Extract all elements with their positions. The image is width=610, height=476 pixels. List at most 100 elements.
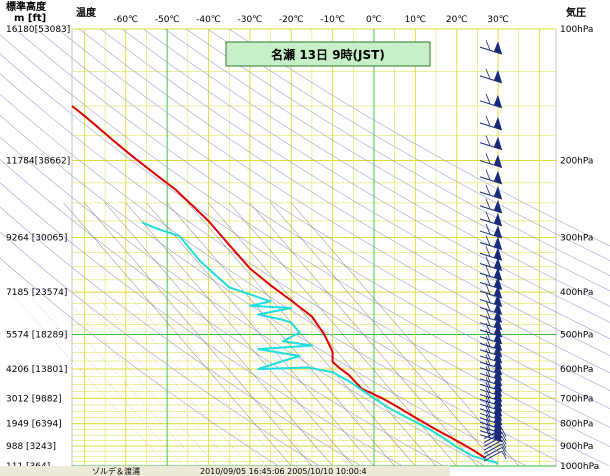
barb-shaft <box>479 230 503 239</box>
barb-flag <box>485 135 491 146</box>
barb-pennant <box>494 247 502 261</box>
barb-flag <box>485 68 491 79</box>
barb-pennant <box>494 116 502 130</box>
barb-pennant <box>494 212 502 226</box>
barb-flag <box>501 428 507 437</box>
series-layer <box>71 105 499 465</box>
mixing-ratio-line <box>75 291 234 467</box>
barb-flag <box>485 371 491 383</box>
barb-flag <box>485 382 491 393</box>
barb-flag <box>485 419 491 430</box>
dry-adiabat <box>36 28 610 391</box>
dry-adiabat <box>207 28 610 261</box>
mixing-ratio-line <box>158 291 317 467</box>
mixing-ratio-line <box>208 291 366 467</box>
moist-adiabat <box>63 202 292 467</box>
pressure-tick-label: 500hPa <box>560 330 593 340</box>
barb-flag <box>501 443 507 453</box>
barb-pennant <box>494 285 502 299</box>
barb-shaft <box>479 191 503 200</box>
barb-pennant <box>494 41 502 55</box>
barb-pennant <box>494 154 502 168</box>
barb-flag <box>485 406 491 417</box>
barb-pennant <box>494 199 502 213</box>
moist-adiabat <box>270 202 499 467</box>
barb-pennant <box>494 257 502 271</box>
pressure-tick-label: 700hPa <box>560 394 593 404</box>
wind-barb <box>479 223 503 239</box>
barb-pennant <box>494 316 502 330</box>
barb-pennant <box>494 94 502 108</box>
barb-shaft <box>483 432 503 444</box>
wind-barb <box>479 198 503 214</box>
mixing-ratio-line <box>175 291 333 467</box>
wind-barb <box>479 235 503 250</box>
barb-shaft <box>483 447 503 458</box>
temp-tick-label: 30℃ <box>487 15 509 25</box>
dry-adiabat <box>0 34 610 428</box>
barb-flag <box>501 439 507 449</box>
mixing-ratio-line <box>191 291 350 467</box>
barb-pennant <box>494 309 502 323</box>
barb-flag <box>485 415 491 426</box>
moist-adiabat <box>166 202 395 467</box>
barb-shaft <box>479 122 503 131</box>
barb-shaft <box>483 443 503 455</box>
left-axis-title-line2: m [ft] <box>14 13 46 24</box>
barb-shaft <box>483 435 503 447</box>
mixing-ratio-line <box>109 291 267 467</box>
barb-shaft <box>479 160 503 169</box>
moist-adiabat <box>146 202 375 467</box>
wind-barb <box>483 447 507 458</box>
barb-pennant <box>494 136 502 150</box>
barb-flag <box>485 235 491 246</box>
dry-adiabat <box>164 28 610 292</box>
dewpoint-line <box>141 221 499 465</box>
wind-barb <box>479 169 503 185</box>
mixing-ratio-line <box>59 291 217 467</box>
mixing-ratio-line <box>224 291 383 467</box>
mixing-ratio-line <box>42 291 201 467</box>
mixing-ratio-line <box>26 291 184 467</box>
barb-pennant <box>494 330 502 344</box>
barb-flag <box>485 275 491 286</box>
temp-tick-label: -30℃ <box>237 15 262 25</box>
height-tick-label: 7185 [23574] <box>6 288 67 298</box>
barb-flag <box>485 246 491 257</box>
temp-tick-label: -40℃ <box>196 15 221 25</box>
barb-shaft <box>479 46 503 55</box>
barb-flag <box>485 354 491 366</box>
dry-adiabat <box>121 28 610 323</box>
temp-axis-title: 温度 <box>76 6 97 19</box>
wind-barb <box>479 184 503 200</box>
dry-adiabat <box>0 73 610 467</box>
left-axis-title-line1: 標準高度 <box>6 0 47 13</box>
height-tick-label: 988 [3243] <box>6 442 56 452</box>
barb-flag <box>501 450 507 460</box>
mixing-ratio-line <box>142 291 300 467</box>
temp-tick-label: -20℃ <box>279 15 304 25</box>
barb-pennant <box>494 267 502 281</box>
pressure-axis-title: 気圧 <box>565 6 586 19</box>
wind-barb <box>483 428 507 440</box>
barb-pennant <box>494 69 502 83</box>
dry-adiabat <box>78 28 610 356</box>
barb-shaft <box>483 428 503 440</box>
temp-tick-label: 20℃ <box>446 15 468 25</box>
wind-barb <box>479 39 503 55</box>
barb-flag <box>485 153 491 164</box>
barb-pennant <box>494 301 502 315</box>
dry-adiabat <box>57 28 610 374</box>
temp-tick-label: -10℃ <box>320 15 345 25</box>
wind-barb <box>479 211 503 227</box>
moist-adiabat <box>249 202 478 467</box>
status-left: ゾルデ＆渡浦 <box>92 466 140 476</box>
wind-barb <box>483 450 507 462</box>
barb-flag <box>485 256 491 267</box>
barb-flag <box>485 39 491 51</box>
temperature-line <box>71 105 487 460</box>
mixing-ratio-line <box>257 291 416 467</box>
pressure-tick-label: 900hPa <box>560 442 593 452</box>
barb-shaft <box>479 142 503 151</box>
barb-flag <box>485 284 491 295</box>
